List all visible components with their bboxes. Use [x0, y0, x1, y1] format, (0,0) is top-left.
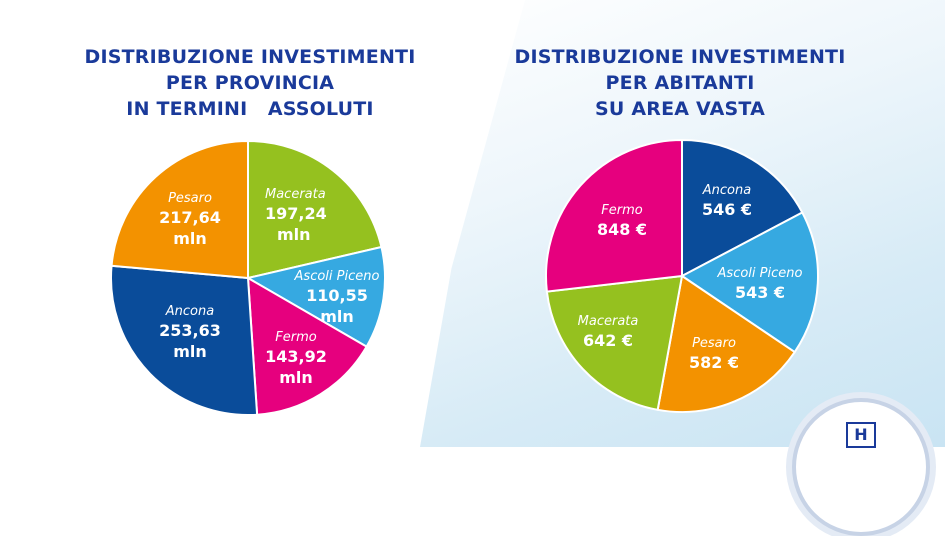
title-line: SU AREA VASTA: [595, 98, 765, 120]
title-line: PER PROVINCIA: [165, 72, 335, 94]
slice-value-fermo: 848 €: [597, 220, 647, 239]
title-line: IN TERMINI ASSOLUTI: [126, 98, 374, 120]
slice-value-ancona: 253,63: [159, 321, 221, 340]
slice-label-ascoli-piceno: Ascoli Piceno: [294, 269, 380, 284]
title-line: DISTRIBUZIONE INVESTIMENTI: [84, 46, 416, 68]
slice-value-fermo: 143,92: [265, 347, 327, 366]
slice-unit-fermo: mln: [279, 368, 313, 387]
slice-unit-ascoli-piceno: mln: [320, 307, 354, 326]
pie-slice-fermo: [246, 276, 368, 416]
title-line: DISTRIBUZIONE INVESTIMENTI: [514, 46, 846, 68]
pie-slice-pesaro: [110, 139, 249, 280]
pie-slice-ascoli-piceno: [680, 211, 819, 354]
slice-unit-macerata: mln: [277, 225, 311, 244]
slice-label-ancona: Ancona: [702, 183, 751, 198]
slice-label-fermo: Fermo: [275, 330, 316, 345]
pie-slice-ascoli-piceno: [245, 245, 386, 348]
pie-slice-fermo: [545, 138, 683, 293]
slice-label-ascoli-piceno: Ascoli Piceno: [717, 266, 803, 281]
pie-slice-macerata: [247, 139, 383, 280]
chart-title-per-capita: DISTRIBUZIONE INVESTIMENTI PER ABITANTI …: [470, 44, 890, 122]
slice-value-macerata: 642 €: [583, 331, 633, 350]
slice-label-pesaro: Pesaro: [168, 191, 212, 206]
title-line: PER ABITANTI: [605, 72, 755, 94]
pie-slice-ancona: [110, 264, 259, 416]
pie-slice-pesaro: [656, 274, 797, 413]
slice-value-pesaro: 217,64: [159, 208, 221, 227]
slice-value-ancona: 546 €: [702, 200, 752, 219]
slice-value-ascoli-piceno: 110,55: [306, 286, 368, 305]
slice-label-pesaro: Pesaro: [692, 336, 736, 351]
slice-value-macerata: 197,24: [265, 204, 327, 223]
hospital-logo: H: [792, 398, 930, 536]
slice-label-ancona: Ancona: [165, 304, 214, 319]
slice-unit-ancona: mln: [173, 342, 207, 361]
slice-label-macerata: Macerata: [265, 187, 326, 202]
chart-title-absolute: DISTRIBUZIONE INVESTIMENTI PER PROVINCIA…: [40, 44, 460, 122]
pie-charts: Macerata 197,24 mln Ascoli Piceno 110,55 mln F…: [110, 138, 819, 416]
hospital-icon: H: [846, 422, 876, 448]
pie-slice-macerata: [545, 274, 684, 411]
pie-slice-ancona: [681, 138, 804, 278]
slice-label-fermo: Fermo: [601, 203, 642, 218]
slice-value-pesaro: 582 €: [689, 353, 739, 372]
slice-unit-pesaro: mln: [173, 229, 207, 248]
slice-label-macerata: Macerata: [578, 314, 639, 329]
slice-value-ascoli-piceno: 543 €: [735, 283, 785, 302]
